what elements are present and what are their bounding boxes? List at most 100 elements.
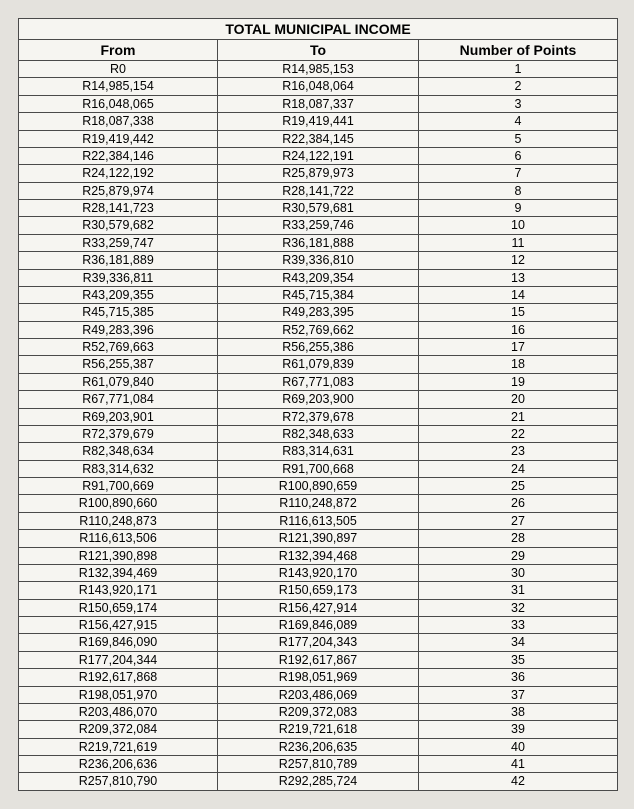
cell-from: R30,579,682 [19,217,218,233]
cell-from: R22,384,146 [19,148,218,164]
cell-to: R292,285,724 [218,773,419,789]
table-body: R0R14,985,1531R14,985,154R16,048,0642R16… [19,61,617,790]
cell-from: R28,141,723 [19,200,218,216]
cell-from: R150,659,174 [19,600,218,616]
cell-points: 2 [419,78,617,94]
cell-to: R209,372,083 [218,704,419,720]
cell-points: 22 [419,426,617,442]
cell-to: R22,384,145 [218,131,419,147]
cell-from: R18,087,338 [19,113,218,129]
table-row: R192,617,868R198,051,96936 [19,669,617,686]
cell-to: R56,255,386 [218,339,419,355]
cell-to: R39,336,810 [218,252,419,268]
cell-points: 34 [419,634,617,650]
cell-points: 24 [419,461,617,477]
cell-points: 13 [419,270,617,286]
table-row: R56,255,387R61,079,83918 [19,356,617,373]
cell-points: 42 [419,773,617,789]
cell-from: R43,209,355 [19,287,218,303]
table-row: R25,879,974R28,141,7228 [19,183,617,200]
cell-to: R116,613,505 [218,513,419,529]
table-row: R110,248,873R116,613,50527 [19,513,617,530]
table-row: R22,384,146R24,122,1916 [19,148,617,165]
cell-to: R83,314,631 [218,443,419,459]
cell-to: R52,769,662 [218,322,419,338]
cell-from: R169,846,090 [19,634,218,650]
cell-points: 7 [419,165,617,181]
cell-to: R236,206,635 [218,739,419,755]
col-header-points: Number of Points [419,40,617,60]
cell-to: R24,122,191 [218,148,419,164]
table-row: R14,985,154R16,048,0642 [19,78,617,95]
cell-points: 27 [419,513,617,529]
table-row: R83,314,632R91,700,66824 [19,461,617,478]
cell-points: 20 [419,391,617,407]
cell-from: R219,721,619 [19,739,218,755]
cell-from: R132,394,469 [19,565,218,581]
table-row: R18,087,338R19,419,4414 [19,113,617,130]
table-row: R203,486,070R209,372,08338 [19,704,617,721]
cell-points: 31 [419,582,617,598]
col-header-to: To [218,40,419,60]
table-row: R82,348,634R83,314,63123 [19,443,617,460]
cell-to: R67,771,083 [218,374,419,390]
cell-points: 36 [419,669,617,685]
cell-points: 16 [419,322,617,338]
cell-to: R192,617,867 [218,652,419,668]
table-row: R236,206,636R257,810,78941 [19,756,617,773]
cell-to: R61,079,839 [218,356,419,372]
cell-points: 9 [419,200,617,216]
cell-from: R236,206,636 [19,756,218,772]
table-row: R61,079,840R67,771,08319 [19,374,617,391]
table-row: R19,419,442R22,384,1455 [19,131,617,148]
cell-points: 3 [419,96,617,112]
cell-points: 28 [419,530,617,546]
cell-from: R33,259,747 [19,235,218,251]
income-table: TOTAL MUNICIPAL INCOME From To Number of… [18,18,618,791]
table-title: TOTAL MUNICIPAL INCOME [19,19,617,40]
cell-points: 37 [419,687,617,703]
cell-points: 4 [419,113,617,129]
cell-points: 35 [419,652,617,668]
cell-to: R177,204,343 [218,634,419,650]
cell-to: R30,579,681 [218,200,419,216]
cell-points: 17 [419,339,617,355]
cell-from: R192,617,868 [19,669,218,685]
cell-points: 11 [419,235,617,251]
cell-to: R16,048,064 [218,78,419,94]
table-row: R177,204,344R192,617,86735 [19,652,617,669]
cell-points: 1 [419,61,617,77]
table-row: R219,721,619R236,206,63540 [19,739,617,756]
table-row: R30,579,682R33,259,74610 [19,217,617,234]
cell-from: R116,613,506 [19,530,218,546]
cell-to: R25,879,973 [218,165,419,181]
cell-to: R45,715,384 [218,287,419,303]
cell-from: R69,203,901 [19,409,218,425]
cell-from: R91,700,669 [19,478,218,494]
table-row: R100,890,660R110,248,87226 [19,495,617,512]
cell-points: 29 [419,548,617,564]
cell-from: R14,985,154 [19,78,218,94]
cell-from: R156,427,915 [19,617,218,633]
cell-from: R72,379,679 [19,426,218,442]
table-row: R16,048,065R18,087,3373 [19,96,617,113]
cell-points: 33 [419,617,617,633]
cell-from: R177,204,344 [19,652,218,668]
cell-from: R0 [19,61,218,77]
cell-from: R45,715,385 [19,304,218,320]
table-row: R28,141,723R30,579,6819 [19,200,617,217]
table-row: R69,203,901R72,379,67821 [19,409,617,426]
cell-points: 15 [419,304,617,320]
cell-to: R198,051,969 [218,669,419,685]
table-row: R45,715,385R49,283,39515 [19,304,617,321]
table-row: R121,390,898R132,394,46829 [19,548,617,565]
cell-to: R82,348,633 [218,426,419,442]
cell-points: 8 [419,183,617,199]
cell-to: R132,394,468 [218,548,419,564]
cell-to: R18,087,337 [218,96,419,112]
cell-from: R121,390,898 [19,548,218,564]
cell-points: 14 [419,287,617,303]
cell-points: 30 [419,565,617,581]
cell-from: R56,255,387 [19,356,218,372]
cell-from: R203,486,070 [19,704,218,720]
